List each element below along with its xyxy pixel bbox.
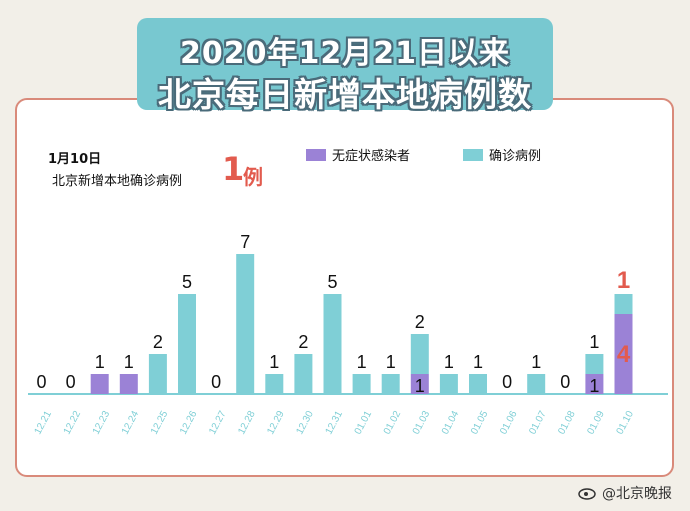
tick-label-01.02: 01.02 bbox=[382, 409, 404, 437]
bar-confirmed-01.02 bbox=[381, 374, 400, 394]
tick-label-01.03: 01.03 bbox=[411, 409, 433, 437]
bar-confirmed-12.31 bbox=[323, 294, 342, 394]
bar-confirmed-12.25 bbox=[148, 354, 167, 394]
label-confirmed-12.29: 1 bbox=[269, 352, 279, 372]
legend-swatch-confirmed bbox=[463, 148, 483, 161]
label-confirmed-01.08: 0 bbox=[560, 372, 570, 392]
title-line1: 2020年12月21日以来 bbox=[180, 36, 510, 71]
tick-label-01.06: 01.06 bbox=[498, 409, 520, 437]
tick-label-12.22: 12.22 bbox=[62, 409, 84, 437]
bar-asymptomatic-12.23 bbox=[90, 374, 109, 394]
tick-label-12.29: 12.29 bbox=[265, 409, 287, 437]
legend-label-asymptomatic: 无症状感染者 bbox=[332, 149, 411, 164]
bar-asymptomatic-01.09 bbox=[585, 374, 604, 394]
tick-label-01.09: 01.09 bbox=[585, 409, 607, 437]
label-confirmed-12.26: 5 bbox=[182, 272, 192, 292]
bar-confirmed-01.10 bbox=[614, 294, 633, 314]
bar-asymptomatic-12.24 bbox=[119, 374, 138, 394]
label-confirmed-01.07: 1 bbox=[531, 352, 541, 372]
chart-panel bbox=[15, 98, 674, 477]
tick-label-12.25: 12.25 bbox=[149, 409, 171, 437]
bar-confirmed-12.28 bbox=[236, 254, 255, 394]
label-confirmed-01.02: 1 bbox=[386, 352, 396, 372]
label-confirmed-12.30: 2 bbox=[298, 332, 308, 352]
note-unit: 例 bbox=[243, 165, 263, 189]
label-asymptomatic-01.09: 1 bbox=[589, 376, 599, 396]
label-asymptomatic-12.23: 1 bbox=[95, 352, 105, 372]
tick-label-12.23: 12.23 bbox=[91, 409, 113, 437]
note-text: 北京新增本地确诊病例 bbox=[52, 174, 183, 189]
label-confirmed-12.31: 5 bbox=[327, 272, 337, 292]
tick-label-01.04: 01.04 bbox=[440, 409, 462, 437]
legend-label-confirmed: 确诊病例 bbox=[489, 149, 542, 164]
tick-label-01.05: 01.05 bbox=[469, 409, 491, 437]
bar-confirmed-01.03 bbox=[410, 334, 429, 374]
tick-label-01.01: 01.01 bbox=[353, 409, 375, 437]
label-confirmed-01.09: 1 bbox=[589, 332, 599, 352]
label-confirmed-01.06: 0 bbox=[502, 372, 512, 392]
bar-asymptomatic-01.03 bbox=[410, 374, 429, 394]
label-asymptomatic-01.10: 4 bbox=[617, 341, 631, 368]
bar-confirmed-12.30 bbox=[294, 354, 313, 394]
label-confirmed-01.10: 1 bbox=[617, 267, 630, 294]
bar-confirmed-01.01 bbox=[352, 374, 371, 394]
tick-label-12.24: 12.24 bbox=[120, 409, 142, 437]
note-number: 1 bbox=[222, 150, 245, 188]
bar-asymptomatic-01.10 bbox=[614, 314, 633, 394]
label-confirmed-12.25: 2 bbox=[153, 332, 163, 352]
bar-confirmed-12.29 bbox=[265, 374, 284, 394]
watermark: @北京晚报 bbox=[578, 483, 672, 503]
title-banner: 2020年12月21日以来 北京每日新增本地病例数 bbox=[137, 18, 553, 114]
label-confirmed-12.22: 0 bbox=[66, 372, 76, 392]
label-confirmed-12.28: 7 bbox=[240, 232, 250, 252]
tick-label-01.10: 01.10 bbox=[615, 409, 637, 437]
bar-confirmed-01.09 bbox=[585, 354, 604, 374]
legend-swatch-asymptomatic bbox=[306, 148, 326, 161]
title-line2: 北京每日新增本地病例数 bbox=[158, 75, 532, 114]
label-confirmed-01.05: 1 bbox=[473, 352, 483, 372]
tick-label-12.27: 12.27 bbox=[207, 409, 229, 437]
tick-label-12.28: 12.28 bbox=[236, 409, 258, 437]
label-confirmed-01.01: 1 bbox=[357, 352, 367, 372]
bar-confirmed-01.04 bbox=[439, 374, 458, 394]
label-asymptomatic-01.03: 1 bbox=[415, 376, 425, 396]
tick-label-01.08: 01.08 bbox=[556, 409, 578, 437]
label-confirmed-01.04: 1 bbox=[444, 352, 454, 372]
watermark-text: @北京晚报 bbox=[602, 486, 672, 502]
note-date: 1月10日 bbox=[48, 152, 102, 167]
label-confirmed-12.21: 0 bbox=[36, 372, 46, 392]
tick-label-12.26: 12.26 bbox=[178, 409, 200, 437]
bar-confirmed-01.05 bbox=[469, 374, 487, 394]
tick-label-12.30: 12.30 bbox=[294, 409, 316, 437]
bar-confirmed-01.07 bbox=[527, 374, 546, 394]
label-asymptomatic-12.24: 1 bbox=[124, 352, 134, 372]
weibo-icon bbox=[578, 488, 596, 500]
bar-confirmed-12.26 bbox=[178, 294, 196, 394]
legend-confirmed: 确诊病例 bbox=[463, 145, 541, 164]
tick-label-01.07: 01.07 bbox=[527, 409, 549, 437]
tick-label-12.31: 12.31 bbox=[324, 409, 346, 437]
tick-label-12.21: 12.21 bbox=[33, 409, 55, 437]
label-confirmed-12.27: 0 bbox=[211, 372, 221, 392]
label-confirmed-01.03: 2 bbox=[415, 312, 425, 332]
legend-asymptomatic: 无症状感染者 bbox=[306, 145, 410, 164]
